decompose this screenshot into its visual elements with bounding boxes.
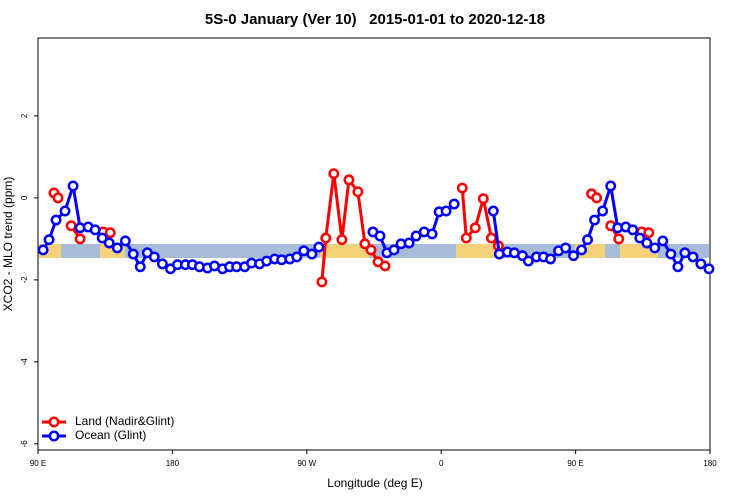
- data-point: [448, 198, 460, 210]
- data-point: [649, 242, 661, 254]
- data-point: [460, 232, 472, 244]
- data-point: [119, 235, 131, 247]
- data-point: [597, 205, 609, 217]
- data-point: [379, 260, 391, 272]
- data-point: [627, 224, 639, 236]
- data-point: [67, 180, 79, 192]
- legend-label: Ocean (Glint): [75, 428, 146, 442]
- y-tick-label: -4: [20, 358, 29, 366]
- data-point: [156, 258, 168, 270]
- data-point: [456, 182, 468, 194]
- data-point: [410, 230, 422, 242]
- data-point: [687, 251, 699, 263]
- data-point: [365, 244, 377, 256]
- y-axis-label: XCO2 - MLO trend (ppm): [1, 177, 15, 312]
- data-point: [74, 233, 86, 245]
- y-tick-label: -2: [20, 276, 29, 284]
- y-tick-label: 2: [20, 113, 29, 118]
- data-point: [388, 244, 400, 256]
- data-point: [576, 244, 588, 256]
- data-point: [89, 224, 101, 236]
- x-tick-label: 0: [439, 459, 444, 468]
- data-point: [613, 233, 625, 245]
- land-patch: [456, 244, 496, 258]
- x-tick-label: 180: [703, 459, 717, 468]
- data-point: [291, 251, 303, 263]
- data-point: [582, 234, 593, 246]
- data-point: [643, 227, 655, 239]
- data-point: [665, 248, 677, 260]
- data-point: [127, 248, 139, 260]
- data-point: [37, 244, 49, 256]
- data-point: [111, 242, 123, 254]
- data-point: [65, 220, 77, 232]
- legend-marker: [48, 430, 60, 442]
- plot-frame: [37, 37, 711, 451]
- data-point: [634, 232, 646, 244]
- data-point: [148, 251, 160, 263]
- data-point: [469, 222, 481, 234]
- data-point: [568, 250, 579, 262]
- legend: Land (Nadir&Glint)Ocean (Glint): [42, 414, 174, 442]
- data-point: [560, 242, 572, 254]
- data-point: [522, 255, 534, 267]
- data-point: [657, 235, 669, 247]
- y-tick-label: 0: [20, 195, 29, 200]
- data-point: [43, 234, 55, 246]
- data-point: [695, 258, 707, 270]
- data-point: [487, 205, 499, 217]
- data-point: [591, 192, 603, 204]
- data-point: [59, 205, 71, 217]
- data-point: [545, 253, 556, 265]
- data-point: [320, 232, 332, 244]
- data-point: [605, 180, 617, 192]
- data-point: [589, 214, 601, 226]
- data-point: [306, 248, 318, 260]
- data-point: [485, 232, 497, 244]
- data-point: [641, 237, 653, 249]
- data-point: [672, 261, 684, 273]
- data-point: [134, 261, 146, 273]
- x-tick-label: 180: [166, 459, 180, 468]
- x-tick-label: 90 W: [297, 459, 316, 468]
- data-point: [477, 193, 489, 205]
- data-point: [328, 168, 340, 180]
- data-point: [50, 214, 62, 226]
- chart-title: 5S-0 January (Ver 10) 2015-01-01 to 2020…: [205, 11, 545, 28]
- data-point: [703, 263, 715, 275]
- data-point: [316, 276, 328, 288]
- data-point: [313, 241, 325, 253]
- data-point: [374, 230, 386, 242]
- data-point: [440, 205, 452, 217]
- y-tick-label: -6: [20, 440, 29, 448]
- data-point: [679, 247, 691, 259]
- legend-label: Land (Nadir&Glint): [75, 414, 174, 428]
- data-point: [426, 228, 438, 240]
- data-point: [403, 237, 415, 249]
- legend-marker: [48, 416, 60, 428]
- x-tick-label: 90 E: [567, 459, 583, 468]
- land-patch: [320, 244, 370, 258]
- x-axis-label: Longitude (deg E): [327, 476, 422, 490]
- data-point: [359, 238, 371, 250]
- data-point: [103, 237, 115, 249]
- data-point: [352, 186, 364, 198]
- data-point: [96, 232, 108, 244]
- data-point: [52, 192, 64, 204]
- data-point: [104, 227, 116, 239]
- x-tick-label: 90 E: [30, 459, 46, 468]
- data-point: [336, 234, 348, 246]
- data-point: [343, 174, 355, 186]
